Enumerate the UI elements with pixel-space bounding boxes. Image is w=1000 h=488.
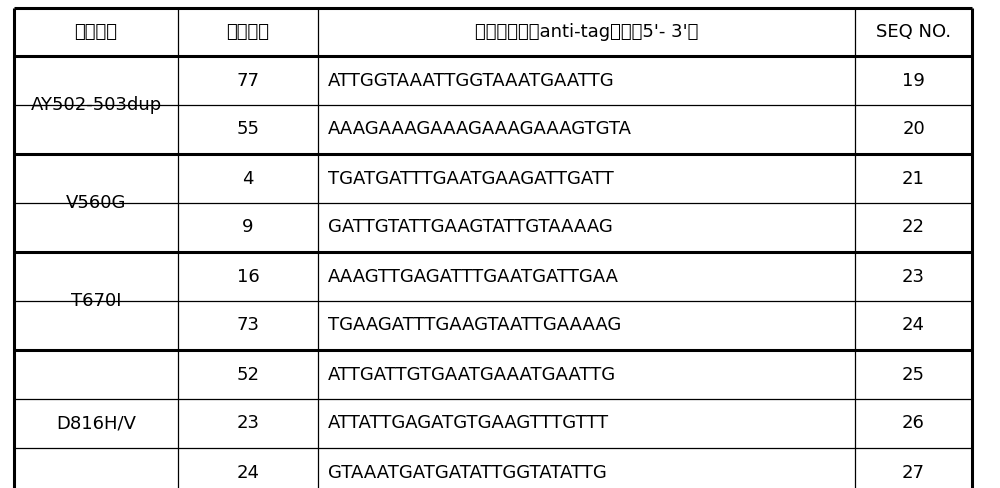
Text: GTAAATGATGATATTGGTATATTG: GTAAATGATGATATTGGTATATTG xyxy=(328,464,607,482)
Text: D816H/V: D816H/V xyxy=(56,414,136,432)
Text: 突变位点: 突变位点 xyxy=(74,23,118,41)
Text: 19: 19 xyxy=(902,72,925,89)
Text: 21: 21 xyxy=(902,169,925,187)
Text: 73: 73 xyxy=(237,317,260,334)
Text: AY502-503dup: AY502-503dup xyxy=(30,96,162,114)
Text: ATTATTGAGATGTGAAGTTTGTTT: ATTATTGAGATGTGAAGTTTGTTT xyxy=(328,414,609,432)
Text: 微球上对应的anti-tag序列（5'- 3'）: 微球上对应的anti-tag序列（5'- 3'） xyxy=(475,23,698,41)
Text: AAAGAAAGAAAGAAAGAAAGTGTA: AAAGAAAGAAAGAAAGAAAGTGTA xyxy=(328,121,632,139)
Text: AAAGTTGAGATTTGAATGATTGAA: AAAGTTGAGATTTGAATGATTGAA xyxy=(328,267,619,285)
Text: 22: 22 xyxy=(902,219,925,237)
Text: 16: 16 xyxy=(237,267,259,285)
Text: 微球编号: 微球编号 xyxy=(226,23,270,41)
Text: 24: 24 xyxy=(902,317,925,334)
Text: 23: 23 xyxy=(902,267,925,285)
Text: T670I: T670I xyxy=(71,292,121,310)
Text: 26: 26 xyxy=(902,414,925,432)
Text: 27: 27 xyxy=(902,464,925,482)
Text: 25: 25 xyxy=(902,366,925,384)
Text: 77: 77 xyxy=(237,72,260,89)
Text: 9: 9 xyxy=(242,219,254,237)
Text: SEQ NO.: SEQ NO. xyxy=(876,23,951,41)
Text: TGAAGATTTGAAGTAATTGAAAAG: TGAAGATTTGAAGTAATTGAAAAG xyxy=(328,317,621,334)
Text: ATTGGTAAATTGGTAAATGAATTG: ATTGGTAAATTGGTAAATGAATTG xyxy=(328,72,615,89)
Text: V560G: V560G xyxy=(66,194,126,212)
Text: 4: 4 xyxy=(242,169,254,187)
Text: 52: 52 xyxy=(237,366,260,384)
Text: ATTGATTGTGAATGAAATGAATTG: ATTGATTGTGAATGAAATGAATTG xyxy=(328,366,616,384)
Text: 24: 24 xyxy=(237,464,260,482)
Text: GATTGTATTGAAGTATTGTAAAAG: GATTGTATTGAAGTATTGTAAAAG xyxy=(328,219,613,237)
Text: 20: 20 xyxy=(902,121,925,139)
Text: 23: 23 xyxy=(237,414,260,432)
Text: TGATGATTTGAATGAAGATTGATT: TGATGATTTGAATGAAGATTGATT xyxy=(328,169,614,187)
Text: 55: 55 xyxy=(237,121,260,139)
